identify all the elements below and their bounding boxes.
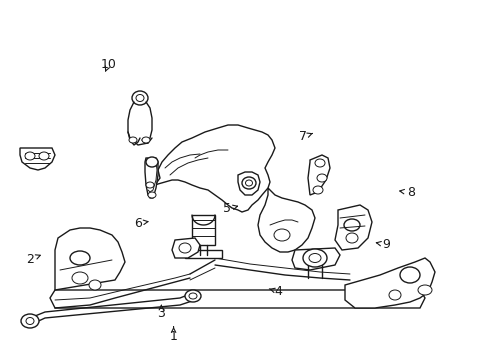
Ellipse shape [39,152,49,160]
Ellipse shape [25,152,35,160]
Ellipse shape [308,253,320,262]
Ellipse shape [129,137,137,143]
Ellipse shape [273,229,289,241]
Ellipse shape [346,233,357,243]
Polygon shape [192,215,215,245]
Ellipse shape [245,180,252,186]
Polygon shape [238,172,260,195]
Ellipse shape [132,91,148,105]
Polygon shape [55,228,125,290]
Ellipse shape [136,94,143,102]
Polygon shape [184,250,222,258]
Ellipse shape [417,285,431,295]
Polygon shape [334,205,371,250]
Ellipse shape [312,186,323,194]
Polygon shape [291,248,339,270]
Text: 8: 8 [406,186,414,199]
Polygon shape [20,148,55,170]
Ellipse shape [314,159,325,167]
Text: 4: 4 [274,285,282,298]
Ellipse shape [189,293,197,299]
Polygon shape [50,290,424,308]
Text: 6: 6 [134,217,142,230]
Polygon shape [172,238,200,258]
Text: 10: 10 [101,58,116,71]
Ellipse shape [21,314,39,328]
Polygon shape [155,125,274,212]
Ellipse shape [146,157,158,167]
Ellipse shape [26,318,34,324]
Ellipse shape [316,174,326,182]
Ellipse shape [399,267,419,283]
Text: 5: 5 [223,202,231,215]
Text: 3: 3 [157,307,165,320]
Ellipse shape [303,249,326,267]
Ellipse shape [70,251,90,265]
Text: 9: 9 [382,238,389,251]
Ellipse shape [89,280,101,290]
Ellipse shape [179,243,191,253]
Ellipse shape [242,177,256,189]
Ellipse shape [388,290,400,300]
Polygon shape [345,258,434,308]
Ellipse shape [72,272,88,284]
Ellipse shape [184,290,201,302]
Ellipse shape [148,192,156,198]
Polygon shape [145,158,158,198]
Polygon shape [307,155,329,195]
Text: 7: 7 [299,130,306,143]
Polygon shape [258,188,314,252]
Ellipse shape [343,219,359,231]
Ellipse shape [146,182,154,188]
Text: 2: 2 [26,253,34,266]
Ellipse shape [142,137,150,143]
Text: 1: 1 [169,330,177,343]
